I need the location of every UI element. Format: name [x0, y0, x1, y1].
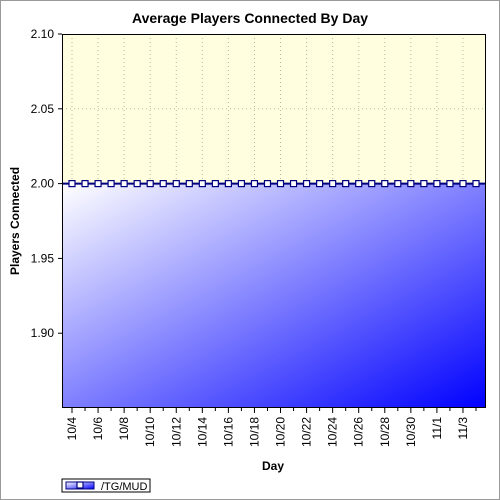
x-tick-label: 10/24: [326, 417, 340, 447]
plot-border: [62, 34, 486, 408]
data-point-marker: [107, 180, 115, 188]
data-point-marker: [224, 180, 232, 188]
data-point-marker: [368, 180, 376, 188]
data-point-marker: [237, 180, 246, 188]
data-point-marker: [329, 180, 337, 188]
data-point-marker: [446, 180, 454, 188]
y-axis-label: Players Connected: [8, 167, 22, 275]
y-tick-label: 2.05: [31, 102, 55, 116]
chart-title: Average Players Connected By Day: [132, 10, 368, 26]
series-markers: [68, 180, 480, 188]
x-tick-label: 11/3: [456, 417, 470, 440]
y-axis-ticks: 2.10 2.05 2.00 1.95 1.90: [31, 27, 62, 340]
x-tick-label: 10/4: [65, 417, 79, 441]
data-point-marker: [120, 180, 128, 188]
data-point-marker: [185, 180, 193, 188]
x-tick-label: 10/8: [117, 417, 131, 441]
data-point-marker: [276, 180, 285, 188]
data-point-marker: [433, 180, 441, 188]
data-point-marker: [420, 180, 428, 188]
x-tick-label: 10/26: [352, 417, 366, 447]
data-point-marker: [68, 180, 76, 188]
data-point-marker: [407, 180, 415, 188]
x-tick-label: 10/20: [274, 417, 288, 447]
legend-label-tg-mud: /TG/MUD: [101, 481, 147, 493]
data-point-marker: [316, 180, 324, 188]
data-point-marker: [211, 180, 219, 188]
x-tick-label: 10/28: [378, 417, 392, 447]
series-area-fill: [62, 183, 486, 408]
y-tick-label: 1.95: [31, 251, 55, 265]
y-tick-label: 2.00: [31, 177, 55, 191]
x-tick-label: 10/12: [169, 417, 183, 447]
x-tick-label: 10/22: [300, 417, 314, 447]
data-point-marker: [133, 180, 141, 188]
x-axis-ticks: 10/4 10/6 10/8 10/10 10/12 10/14 10/16 10/18 10/…: [65, 408, 477, 447]
data-point-marker: [394, 180, 402, 188]
data-point-marker: [289, 180, 298, 188]
data-point-marker: [459, 180, 467, 188]
data-point-marker: [302, 180, 311, 188]
legend-marker-icon: [76, 481, 84, 489]
data-point-marker: [159, 180, 167, 188]
x-tick-label: 10/10: [143, 417, 157, 447]
x-tick-label: 10/16: [221, 417, 235, 447]
x-tick-label: 10/18: [247, 417, 261, 447]
data-point-marker: [198, 180, 206, 188]
y-tick-label: 1.90: [31, 326, 55, 340]
data-point-marker: [146, 180, 154, 188]
data-point-marker: [381, 180, 389, 188]
x-tick-label: 11/1: [430, 417, 444, 440]
x-axis-label: Day: [262, 459, 284, 473]
x-tick-label: 10/6: [91, 417, 105, 441]
data-point-marker: [342, 180, 350, 188]
data-point-marker: [172, 180, 180, 188]
y-tick-label: 2.10: [31, 27, 55, 41]
data-point-marker: [250, 180, 259, 188]
data-point-marker: [263, 180, 272, 188]
data-point-marker: [355, 180, 363, 188]
data-point-marker: [472, 180, 480, 188]
data-point-marker: [81, 180, 89, 188]
x-tick-label: 10/14: [195, 417, 209, 447]
x-tick-label: 10/30: [404, 417, 418, 447]
legend: /TG/MUD: [61, 478, 151, 493]
data-point-marker: [94, 180, 102, 188]
